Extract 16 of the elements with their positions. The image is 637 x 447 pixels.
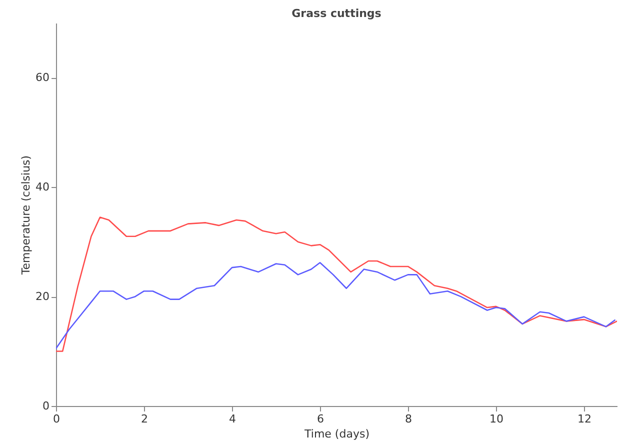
line-series [56,262,616,350]
x-tick-label: 0 [53,412,60,426]
chart-title: Grass cuttings [292,7,382,20]
y-tick-label: 20 [36,290,50,304]
line-series [56,216,617,352]
y-tick-label: 0 [42,400,50,412]
y-axis-title: Temperature (celsius) [20,155,33,276]
y-tick-label: 40 [36,180,50,194]
y-tick-label: 60 [36,71,50,84]
x-tick-label: 12 [578,412,592,426]
x-tick-label: 4 [229,412,236,426]
x-tick-label: 6 [317,412,324,426]
x-axis-title: Time (days) [304,428,370,440]
x-tick-label: 10 [490,412,504,426]
x-tick-label: 8 [405,412,412,426]
x-tick-label: 2 [141,412,148,426]
